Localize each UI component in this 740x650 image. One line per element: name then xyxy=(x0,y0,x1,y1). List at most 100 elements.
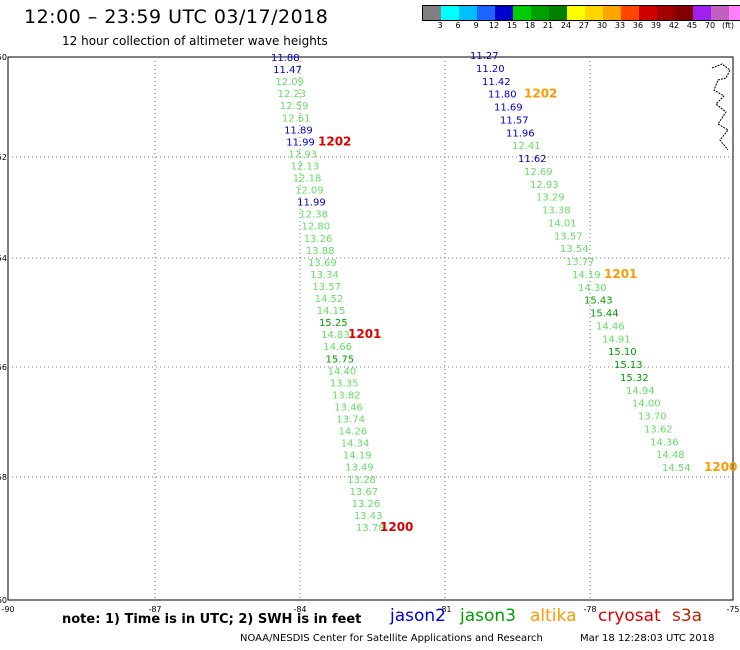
wave-height-value: 11.99 xyxy=(297,198,326,209)
color-swatch xyxy=(441,6,459,20)
time-label: 1201 xyxy=(604,267,637,281)
color-swatch xyxy=(711,6,729,20)
color-swatch xyxy=(477,6,495,20)
color-swatch xyxy=(675,6,693,20)
x-axis-label: -78 xyxy=(583,605,596,614)
color-scale-label: 39 xyxy=(650,21,662,30)
color-swatch xyxy=(567,6,585,20)
wave-height-value: 13.88 xyxy=(306,246,335,257)
wave-height-value: 12.80 xyxy=(302,222,331,233)
color-scale-label: 6 xyxy=(455,21,461,30)
wave-height-value: 11.42 xyxy=(482,77,511,88)
wave-height-value: 11.47 xyxy=(273,65,302,76)
color-scale-label: 9 xyxy=(473,21,479,30)
wave-height-value: 14.46 xyxy=(596,321,625,332)
map-frame xyxy=(7,56,734,601)
color-swatch xyxy=(585,6,603,20)
wave-height-value: 13.78 xyxy=(356,523,385,534)
y-axis-label: -52 xyxy=(0,153,7,162)
color-swatch xyxy=(603,6,621,20)
x-axis-label: -90 xyxy=(1,605,14,614)
legend-item-s3a: s3a xyxy=(672,606,703,626)
color-scale-label: 33 xyxy=(614,21,626,30)
wave-height-value: 13.34 xyxy=(310,270,339,281)
wave-height-value: 14.54 xyxy=(662,463,691,474)
wave-height-value: 14.66 xyxy=(323,342,352,353)
color-swatch xyxy=(693,6,711,20)
color-scale-label: 15 xyxy=(506,21,518,30)
color-swatch xyxy=(513,6,531,20)
color-swatch xyxy=(621,6,639,20)
color-scale-label: 42 xyxy=(668,21,680,30)
color-swatch xyxy=(639,6,657,20)
wave-height-value: 12.93 xyxy=(288,149,317,160)
wave-height-value: 12.41 xyxy=(512,141,541,152)
color-swatch xyxy=(423,6,441,20)
wave-height-value: 11.27 xyxy=(470,51,499,62)
color-scale-label: 24 xyxy=(560,21,572,30)
wave-height-value: 13.69 xyxy=(308,258,337,269)
wave-height-value: 13.67 xyxy=(349,487,378,498)
page-title: 12:00 – 23:59 UTC 03/17/2018 xyxy=(24,6,329,28)
wave-height-value: 14.01 xyxy=(548,218,577,229)
wave-height-value: 13.82 xyxy=(332,390,361,401)
wave-height-value: 13.62 xyxy=(644,424,673,435)
wave-height-value: 15.25 xyxy=(319,318,348,329)
color-swatch xyxy=(531,6,549,20)
wave-height-value: 14.30 xyxy=(578,283,607,294)
wave-height-value: 11.20 xyxy=(476,64,505,75)
wave-height-value: 12.38 xyxy=(299,210,328,221)
page-subtitle: 12 hour collection of altimeter wave hei… xyxy=(62,34,328,48)
footer-note: note: 1) Time is in UTC; 2) SWH is in fe… xyxy=(62,612,362,627)
wave-height-value: 12.59 xyxy=(280,101,309,112)
wave-height-value: 12.23 xyxy=(278,89,307,100)
wave-height-value: 13.43 xyxy=(354,511,383,522)
wave-height-value: 14.83 xyxy=(321,330,350,341)
wave-height-value: 14.91 xyxy=(602,334,631,345)
wave-height-value: 13.38 xyxy=(542,206,571,217)
wave-height-value: 11.69 xyxy=(494,103,523,114)
legend-item-jason3: jason3 xyxy=(460,606,516,626)
wave-height-value: 13.70 xyxy=(638,412,667,423)
color-scale-label: 30 xyxy=(596,21,608,30)
coastline-outline xyxy=(711,63,731,151)
wave-height-value: 11.62 xyxy=(518,154,547,165)
time-label: 1201 xyxy=(348,327,381,341)
wave-height-value: 14.36 xyxy=(650,437,679,448)
wave-height-value: 14.48 xyxy=(656,450,685,461)
wave-height-value: 11.96 xyxy=(506,128,535,139)
wave-height-value: 14.34 xyxy=(341,439,370,450)
generated-timestamp: Mar 18 12:28:03 UTC 2018 xyxy=(580,633,715,644)
legend-item-jason2: jason2 xyxy=(390,606,446,626)
wave-height-value: 14.40 xyxy=(328,366,357,377)
time-label: 1200 xyxy=(704,460,737,474)
wave-height-value: 12.09 xyxy=(275,77,304,88)
color-swatch xyxy=(495,6,513,20)
time-label: 1202 xyxy=(524,87,557,101)
wave-height-value: 11.89 xyxy=(284,125,313,136)
wave-height-value: 12.93 xyxy=(530,180,559,191)
wave-height-value: 12.69 xyxy=(524,167,553,178)
wave-height-value: 13.77 xyxy=(566,257,595,268)
x-axis-label: -75 xyxy=(726,605,739,614)
time-label: 1200 xyxy=(380,520,413,534)
y-axis-label: -54 xyxy=(0,254,7,263)
legend-item-altika: altika xyxy=(530,606,577,626)
wave-height-value: 15.75 xyxy=(325,354,354,365)
color-scale-label: (ft) xyxy=(721,21,735,30)
wave-height-value: 12.09 xyxy=(295,186,324,197)
wave-height-value: 11.88 xyxy=(271,53,300,64)
color-scale-label: 27 xyxy=(578,21,590,30)
wave-height-value: 14.94 xyxy=(626,386,655,397)
wave-height-value: 13.28 xyxy=(347,475,376,486)
color-swatch xyxy=(657,6,675,20)
wave-height-value: 12.18 xyxy=(293,174,322,185)
wave-height-value: 12.61 xyxy=(282,113,311,124)
wave-height-value: 14.19 xyxy=(572,270,601,281)
legend-item-cryosat: cryosat xyxy=(598,606,661,626)
color-scale-bar xyxy=(422,5,740,21)
wave-height-value: 15.10 xyxy=(608,347,637,358)
wave-height-value: 13.26 xyxy=(352,499,381,510)
credit-line: NOAA/NESDIS Center for Satellite Applica… xyxy=(240,633,543,644)
color-scale-label: 12 xyxy=(488,21,500,30)
